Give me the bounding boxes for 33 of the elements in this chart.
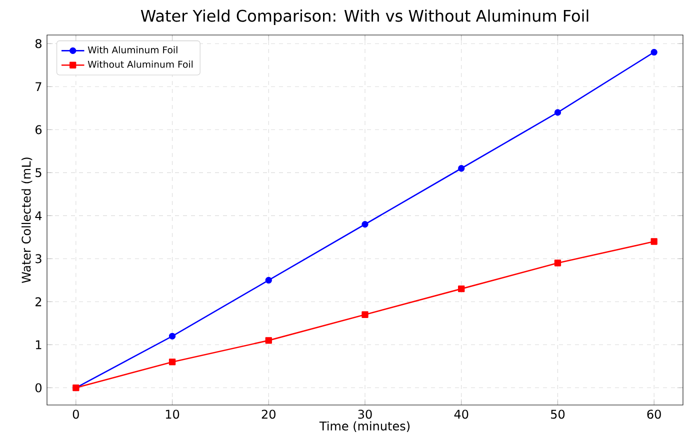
x-tick-label: 30	[358, 410, 372, 419]
point	[650, 238, 658, 245]
y-tick-label: 6	[36, 125, 42, 134]
point	[265, 276, 272, 284]
point	[265, 337, 272, 344]
x-tick-label: 60	[647, 410, 661, 419]
y-tick-label: 7	[36, 82, 42, 92]
point	[362, 311, 368, 318]
x-tick-label: 20	[262, 410, 276, 419]
point	[168, 332, 176, 340]
point	[554, 109, 562, 116]
point	[168, 358, 176, 366]
y-axis-title: Water Collected (mL)	[21, 158, 32, 284]
y-tick-label: 2	[36, 297, 42, 306]
point	[650, 48, 658, 56]
x-tick-label: 10	[166, 410, 180, 419]
chart-title: Water Yield Comparison: With vs Without Aluminum Foil	[140, 9, 588, 25]
point	[458, 165, 465, 172]
y-tick-label: 3	[36, 254, 42, 264]
legend-label: Without Aluminum Foil	[88, 60, 193, 68]
point	[458, 285, 465, 292]
y-tick-label: 0	[35, 383, 42, 392]
x-tick-label: 50	[551, 410, 565, 419]
x-axis-title: Time (minutes)	[319, 421, 410, 432]
x-tick-label: 40	[454, 410, 468, 419]
y-tick-label: 4	[35, 211, 42, 220]
x-tick-label: 0	[72, 410, 79, 419]
y-tick-label: 1	[36, 340, 42, 350]
point	[554, 260, 562, 266]
legend-label: With Aluminum Foil	[88, 46, 178, 54]
y-tick-label: 8	[35, 39, 42, 48]
y-tick-label: 5	[36, 168, 42, 178]
point	[362, 220, 368, 228]
